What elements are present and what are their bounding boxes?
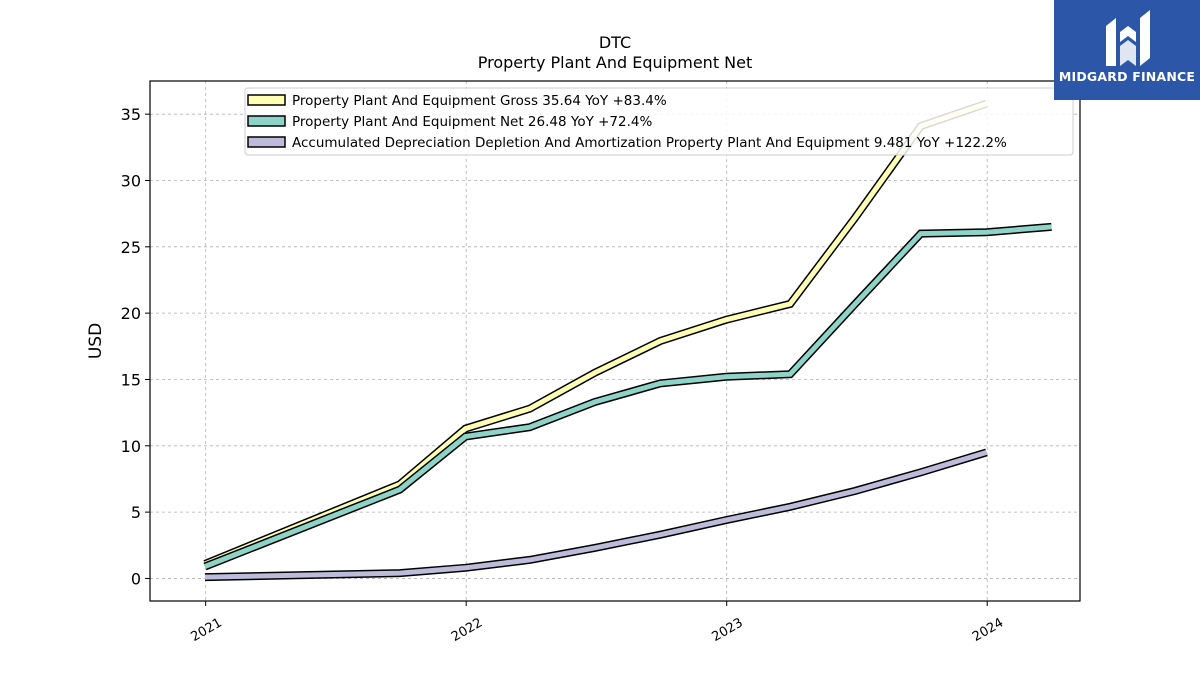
y-tick-label: 0 [131,569,141,588]
series-line [204,450,988,580]
x-tick-label: 2021 [189,615,225,645]
y-tick-label: 5 [131,503,141,522]
x-tick-label: 2024 [970,615,1006,645]
series-line [204,101,988,567]
legend-box [244,87,1074,156]
grid-lines [150,81,1080,601]
legend-label: Property Plant And Equipment Net 26.48 Y… [292,114,652,130]
legend-swatch [247,115,286,127]
logo-text: MIDGARD FINANCE [1058,69,1196,84]
legend: Property Plant And Equipment Gross 35.64… [244,87,1074,156]
x-tick-label: 2023 [710,615,746,645]
y-axis: 0 5 10 15 20 25 30 35 [121,105,150,588]
x-tick-label: 2022 [449,615,485,645]
chart-title: DTC [599,33,631,52]
y-tick-label: 30 [121,171,141,190]
y-tick-label: 10 [121,437,141,456]
y-tick-label: 35 [121,105,141,124]
series-line [204,224,1052,569]
legend-swatch [247,136,286,148]
chart-subtitle: Property Plant And Equipment Net [478,53,753,72]
series-layer [203,99,1052,582]
plot-frame [149,80,1081,602]
series-line-outline [203,99,988,568]
y-tick-label: 25 [121,238,141,257]
legend-label: Accumulated Depreciation Depletion And A… [292,135,1007,151]
y-axis-label: USD [86,323,106,359]
legend-swatch [247,94,286,106]
legend-label: Property Plant And Equipment Gross 35.64… [292,93,667,109]
y-tick-label: 20 [121,304,141,323]
midgard-logo-icon [1106,10,1150,66]
brand-logo: MIDGARD FINANCE [1054,0,1200,100]
x-axis: 2021 2022 2023 2024 [189,601,1006,645]
y-tick-label: 15 [121,370,141,389]
